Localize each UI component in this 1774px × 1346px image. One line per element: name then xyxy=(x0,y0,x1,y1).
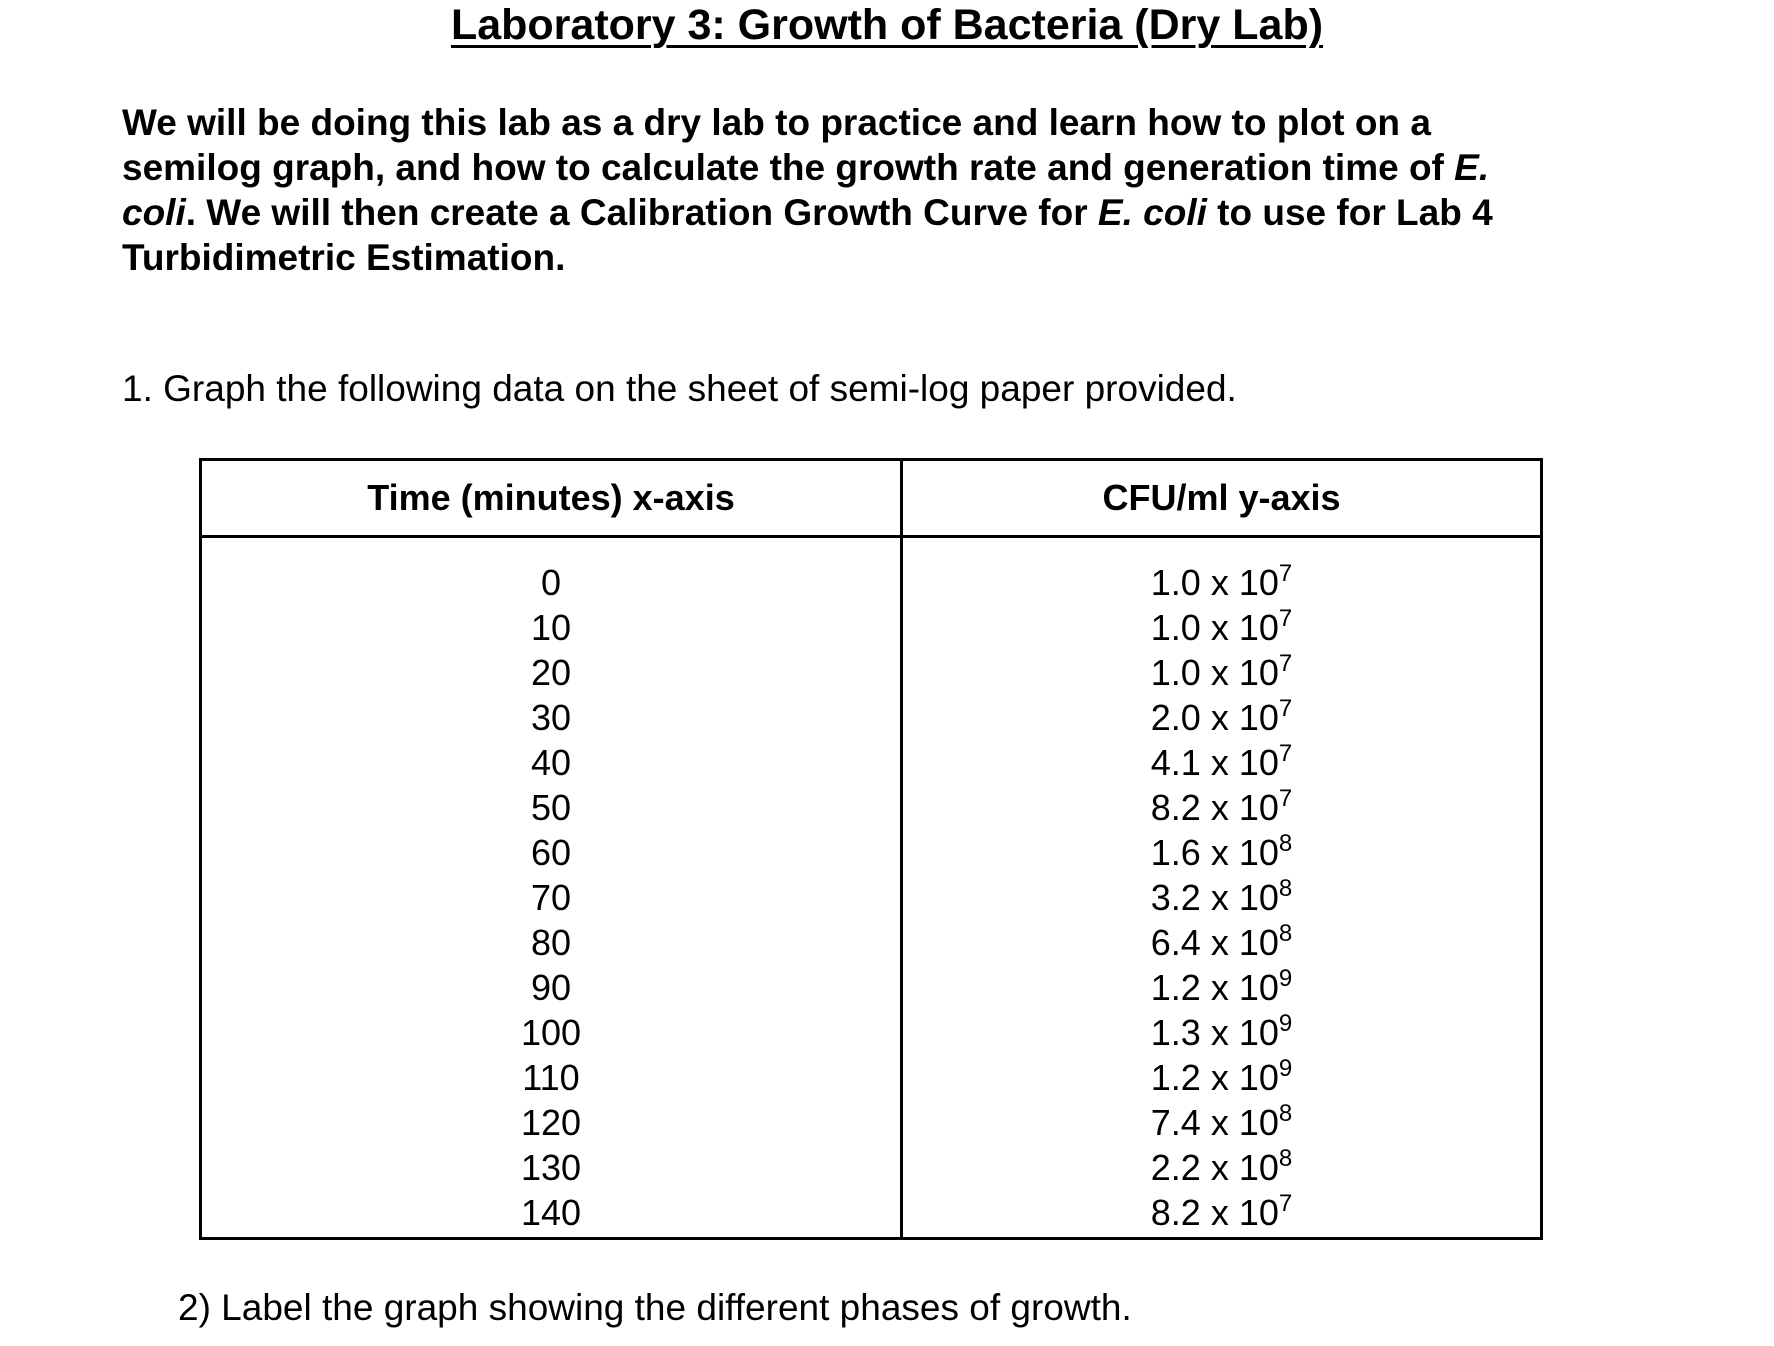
intro-line: coli. We will then create a Calibration … xyxy=(122,190,1642,235)
intro-line: Turbidimetric Estimation. xyxy=(122,235,1642,280)
cfu-cell: 1.0 x 107 xyxy=(903,605,1540,650)
cfu-exponent: 7 xyxy=(1278,740,1293,767)
cfu-exponent: 7 xyxy=(1278,650,1293,677)
question-1-text: 1. Graph the following data on the sheet… xyxy=(122,368,1237,409)
time-cell: 0 xyxy=(540,562,562,603)
cfu-exponent: 8 xyxy=(1278,920,1293,947)
time-cell: 10 xyxy=(530,607,572,648)
cfu-exponent: 8 xyxy=(1278,1145,1293,1172)
cfu-cell: 1.3 x 109 xyxy=(903,1010,1540,1055)
cfu-cell: 6.4 x 108 xyxy=(903,920,1540,965)
time-cell: 40 xyxy=(530,742,572,783)
intro-line: semilog graph, and how to calculate the … xyxy=(122,145,1642,190)
cfu-mantissa: 7.4 x 10 xyxy=(1150,1102,1279,1143)
time-cell: 50 xyxy=(530,787,572,828)
cfu-cell: 2.2 x 108 xyxy=(903,1145,1540,1190)
intro-text: to use for Lab 4 xyxy=(1206,192,1493,233)
intro-italic-text: E. xyxy=(1454,147,1490,188)
cfu-mantissa: 1.0 x 10 xyxy=(1150,652,1279,693)
cfu-mantissa: 4.1 x 10 xyxy=(1150,742,1279,783)
time-cell: 20 xyxy=(530,652,572,693)
cfu-cell: 1.0 x 107 xyxy=(903,560,1540,605)
cfu-exponent: 8 xyxy=(1278,875,1293,902)
table-header-time: Time (minutes) x-axis xyxy=(367,477,735,518)
cfu-exponent: 8 xyxy=(1278,1100,1293,1127)
time-cell: 130 xyxy=(520,1147,582,1188)
cfu-mantissa: 3.2 x 10 xyxy=(1150,877,1279,918)
cfu-mantissa: 1.6 x 10 xyxy=(1150,832,1279,873)
intro-text: semilog graph, and how to calculate the … xyxy=(122,147,1455,188)
intro-text: We will be doing this lab as a dry lab t… xyxy=(122,102,1431,143)
cfu-cell: 3.2 x 108 xyxy=(903,875,1540,920)
cfu-cell: 1.0 x 107 xyxy=(903,650,1540,695)
cfu-cell: 8.2 x 107 xyxy=(903,785,1540,830)
time-cell: 30 xyxy=(530,697,572,738)
intro-text: . We will then create a Calibration Grow… xyxy=(185,192,1098,233)
cfu-exponent: 7 xyxy=(1278,560,1293,587)
cfu-cell: 1.2 x 109 xyxy=(903,965,1540,1010)
time-cell: 140 xyxy=(520,1192,582,1233)
cfu-exponent: 8 xyxy=(1278,830,1293,857)
table-column-divider xyxy=(900,461,903,1237)
cfu-column: 1.0 x 107 1.0 x 107 1.0 x 107 2.0 x 107 4.1 … xyxy=(903,560,1540,1235)
intro-paragraph: We will be doing this lab as a dry lab t… xyxy=(122,100,1642,280)
cfu-mantissa: 6.4 x 10 xyxy=(1150,922,1279,963)
intro-text: Turbidimetric Estimation. xyxy=(122,237,566,278)
table-header-divider xyxy=(202,535,1540,538)
cfu-mantissa: 2.0 x 10 xyxy=(1150,697,1279,738)
cfu-cell: 4.1 x 107 xyxy=(903,740,1540,785)
cfu-mantissa: 2.2 x 10 xyxy=(1150,1147,1279,1188)
cfu-exponent: 7 xyxy=(1278,695,1293,722)
cfu-cell: 1.2 x 109 xyxy=(903,1055,1540,1100)
cfu-exponent: 9 xyxy=(1278,1010,1293,1037)
time-cell: 80 xyxy=(530,922,572,963)
time-cell: 60 xyxy=(530,832,572,873)
cfu-exponent: 7 xyxy=(1278,605,1293,632)
table-header-cfu: CFU/ml y-axis xyxy=(1102,477,1341,518)
cfu-cell: 1.6 x 108 xyxy=(903,830,1540,875)
cfu-mantissa: 8.2 x 10 xyxy=(1150,1192,1279,1233)
time-column: 0 10 20 30 40 50 60 70 80 90 100 110 120 130 140 xyxy=(202,560,900,1235)
cfu-exponent: 7 xyxy=(1278,785,1293,812)
cfu-mantissa: 1.2 x 10 xyxy=(1150,967,1279,1008)
time-cell: 70 xyxy=(530,877,572,918)
time-cell: 110 xyxy=(522,1057,580,1098)
cfu-exponent: 9 xyxy=(1278,1055,1293,1082)
cfu-exponent: 7 xyxy=(1278,1190,1293,1217)
cfu-mantissa: 1.0 x 10 xyxy=(1150,607,1279,648)
time-cell: 100 xyxy=(520,1012,582,1053)
page-title: Laboratory 3: Growth of Bacteria (Dry La… xyxy=(450,1,1324,49)
cfu-cell: 8.2 x 107 xyxy=(903,1190,1540,1235)
time-cell: 90 xyxy=(530,967,572,1008)
cfu-mantissa: 1.2 x 10 xyxy=(1150,1057,1279,1098)
cfu-mantissa: 1.0 x 10 xyxy=(1150,562,1279,603)
cfu-mantissa: 1.3 x 10 xyxy=(1150,1012,1279,1053)
cfu-exponent: 9 xyxy=(1278,965,1293,992)
growth-data-table: Time (minutes) x-axis CFU/ml y-axis 0 10 2… xyxy=(199,458,1543,1240)
cfu-cell: 7.4 x 108 xyxy=(903,1100,1540,1145)
intro-italic-text: coli xyxy=(122,192,186,233)
cfu-mantissa: 8.2 x 10 xyxy=(1150,787,1279,828)
time-cell: 120 xyxy=(520,1102,582,1143)
question-2-text: 2) Label the graph showing the different… xyxy=(178,1287,1132,1328)
cfu-cell: 2.0 x 107 xyxy=(903,695,1540,740)
intro-italic-text: E. coli xyxy=(1097,192,1207,233)
intro-line: We will be doing this lab as a dry lab t… xyxy=(122,100,1642,145)
